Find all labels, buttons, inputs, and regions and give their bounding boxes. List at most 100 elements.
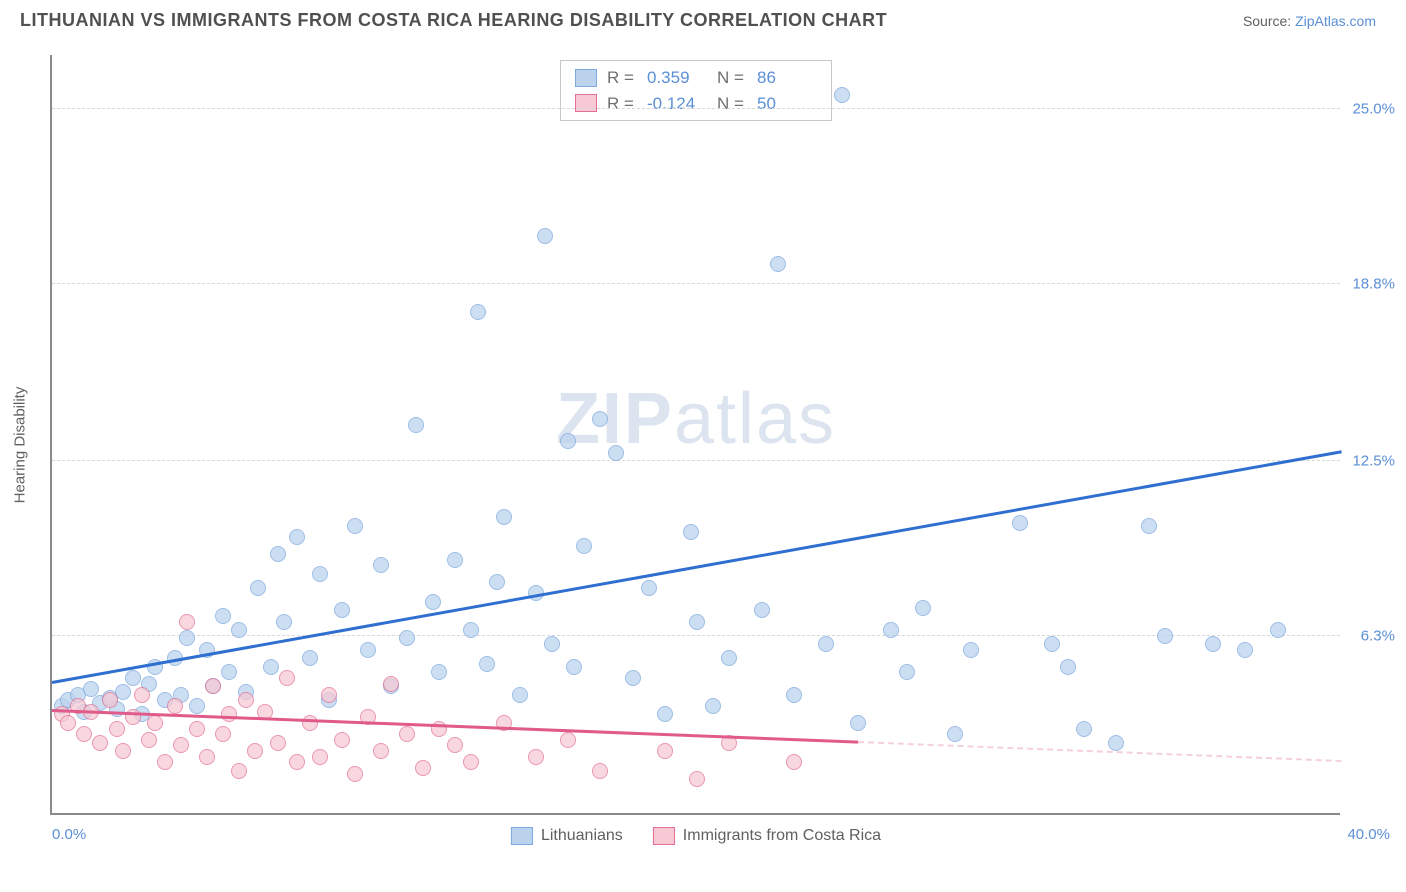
data-point	[231, 622, 247, 638]
data-point	[883, 622, 899, 638]
data-point	[1141, 518, 1157, 534]
data-point	[250, 580, 266, 596]
data-point	[479, 656, 495, 672]
data-point	[408, 417, 424, 433]
legend-item-1: Immigrants from Costa Rica	[653, 827, 881, 845]
chart-title: LITHUANIAN VS IMMIGRANTS FROM COSTA RICA…	[20, 10, 887, 31]
data-point	[625, 670, 641, 686]
data-point	[157, 754, 173, 770]
data-point	[818, 636, 834, 652]
data-point	[415, 760, 431, 776]
swatch-series-1	[575, 94, 597, 112]
data-point	[689, 771, 705, 787]
data-point	[470, 304, 486, 320]
data-point	[1044, 636, 1060, 652]
gridline	[52, 283, 1340, 284]
data-point	[566, 659, 582, 675]
x-axis-max-label: 40.0%	[1347, 826, 1390, 843]
data-point	[899, 664, 915, 680]
data-point	[76, 726, 92, 742]
data-point	[83, 681, 99, 697]
stat-n-value-1: 50	[757, 91, 817, 117]
data-point	[544, 636, 560, 652]
data-point	[189, 721, 205, 737]
source-attribution: Source: ZipAtlas.com	[1243, 13, 1376, 29]
y-tick-label: 25.0%	[1352, 101, 1395, 118]
stat-r-label-1: R =	[607, 91, 637, 117]
data-point	[215, 726, 231, 742]
data-point	[92, 735, 108, 751]
stat-r-value-1: -0.124	[647, 91, 707, 117]
legend-item-0: Lithuanians	[511, 827, 623, 845]
y-tick-label: 6.3%	[1361, 627, 1395, 644]
data-point	[576, 538, 592, 554]
data-point	[247, 743, 263, 759]
data-point	[238, 692, 254, 708]
gridline	[52, 108, 1340, 109]
data-point	[347, 518, 363, 534]
data-point	[592, 763, 608, 779]
data-point	[1076, 721, 1092, 737]
data-point	[850, 715, 866, 731]
data-point	[1060, 659, 1076, 675]
data-point	[1270, 622, 1286, 638]
data-point	[770, 256, 786, 272]
legend-label-0: Lithuanians	[541, 827, 623, 845]
data-point	[915, 600, 931, 616]
chart-area: Hearing Disability ZIPatlas R = 0.359 N …	[50, 55, 1390, 835]
data-point	[447, 737, 463, 753]
stat-r-label-0: R =	[607, 65, 637, 91]
y-tick-label: 12.5%	[1352, 453, 1395, 470]
legend-swatch-0	[511, 827, 533, 845]
data-point	[179, 630, 195, 646]
stats-row-series-1: R = -0.124 N = 50	[575, 91, 817, 117]
data-point	[173, 737, 189, 753]
data-point	[463, 754, 479, 770]
data-point	[431, 721, 447, 737]
x-axis-min-label: 0.0%	[52, 826, 86, 843]
source-link[interactable]: ZipAtlas.com	[1295, 13, 1376, 29]
data-point	[399, 726, 415, 742]
data-point	[134, 687, 150, 703]
data-point	[312, 566, 328, 582]
swatch-series-0	[575, 69, 597, 87]
data-point	[373, 743, 389, 759]
data-point	[431, 664, 447, 680]
data-point	[425, 594, 441, 610]
data-point	[334, 602, 350, 618]
gridline	[52, 460, 1340, 461]
data-point	[60, 715, 76, 731]
data-point	[689, 614, 705, 630]
data-point	[447, 552, 463, 568]
data-point	[167, 698, 183, 714]
data-point	[221, 706, 237, 722]
data-point	[115, 743, 131, 759]
data-point	[289, 754, 305, 770]
stats-legend-box: R = 0.359 N = 86 R = -0.124 N = 50	[560, 60, 832, 121]
data-point	[963, 642, 979, 658]
data-point	[270, 546, 286, 562]
data-point	[399, 630, 415, 646]
data-point	[289, 529, 305, 545]
data-point	[657, 743, 673, 759]
data-point	[147, 715, 163, 731]
legend-label-1: Immigrants from Costa Rica	[683, 827, 881, 845]
data-point	[279, 670, 295, 686]
data-point	[312, 749, 328, 765]
stats-row-series-0: R = 0.359 N = 86	[575, 65, 817, 91]
data-point	[537, 228, 553, 244]
data-point	[1157, 628, 1173, 644]
data-point	[560, 732, 576, 748]
data-point	[347, 766, 363, 782]
data-point	[383, 676, 399, 692]
data-point	[1012, 515, 1028, 531]
data-point	[321, 687, 337, 703]
data-point	[102, 692, 118, 708]
data-point	[641, 580, 657, 596]
y-axis-label: Hearing Disability	[12, 387, 29, 504]
trend-line	[858, 741, 1342, 762]
data-point	[512, 687, 528, 703]
data-point	[215, 608, 231, 624]
data-point	[786, 687, 802, 703]
data-point	[705, 698, 721, 714]
